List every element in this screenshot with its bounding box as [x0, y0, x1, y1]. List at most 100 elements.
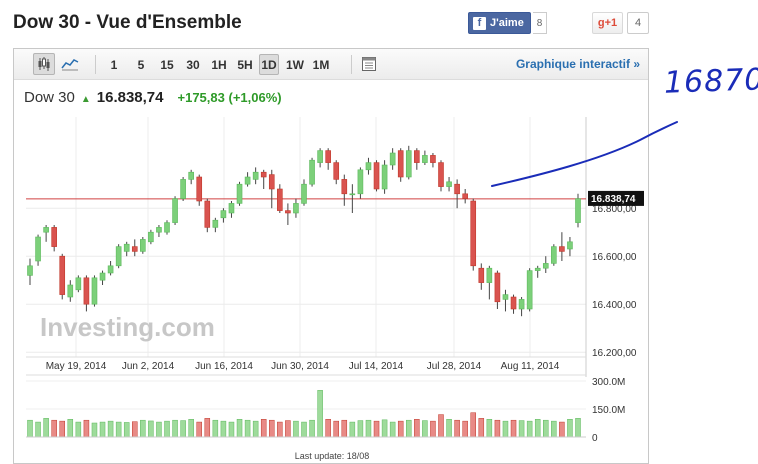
- candle-body: [397, 150, 404, 178]
- timeframe-5h-button[interactable]: 5H: [237, 57, 253, 72]
- candle-body: [301, 183, 307, 204]
- current-price-label: 16.838,74: [591, 194, 636, 205]
- y-tick-label: 16.600,00: [592, 252, 637, 263]
- candle-body: [534, 267, 541, 271]
- last-update-label: Last update: 18/08: [295, 451, 370, 461]
- volume-bar: [236, 419, 243, 438]
- volume-bar: [252, 420, 259, 438]
- google-plus-button[interactable]: g +1: [592, 12, 623, 34]
- candle-body: [317, 150, 323, 163]
- volume-bar: [148, 420, 154, 438]
- candle-body: [196, 176, 203, 202]
- candle-body: [83, 277, 90, 305]
- candle-body: [430, 155, 436, 163]
- timeframe-1-button[interactable]: 1: [110, 57, 118, 72]
- volume-bar: [486, 419, 493, 438]
- candle-body: [341, 179, 348, 195]
- candle-body: [59, 255, 66, 295]
- y-tick-label: 16.200,00: [592, 348, 637, 359]
- line-chart-icon[interactable]: [59, 53, 81, 75]
- volume-bar: [244, 419, 251, 438]
- x-tick-label: Jul 14, 2014: [349, 361, 404, 372]
- google-plus-count: 4: [627, 12, 649, 34]
- price-change: +175,83 (+1,06%): [178, 90, 282, 105]
- timeframe-1d-button[interactable]: 1D: [259, 54, 279, 75]
- quote-line: Dow 30 ▲ 16.838,74 +175,83 (+1,06%): [24, 89, 282, 106]
- candle-body: [51, 227, 57, 247]
- timeframe-15-button[interactable]: 15: [160, 57, 174, 72]
- change-value: +175,83: [177, 90, 225, 105]
- volume-bar: [212, 419, 219, 438]
- candle-body: [188, 171, 194, 180]
- candle-body: [293, 203, 299, 214]
- candle-body: [131, 246, 138, 252]
- candle-body: [365, 162, 372, 171]
- candle-body: [357, 169, 364, 195]
- volume-bar: [559, 421, 565, 438]
- volume-bar: [422, 420, 428, 438]
- candle-body: [349, 193, 356, 196]
- x-tick-label: Jun 30, 2014: [271, 361, 329, 372]
- volume-bar: [333, 420, 339, 438]
- candle-body: [478, 267, 485, 283]
- candle-body: [333, 162, 340, 180]
- candle-body: [107, 265, 114, 274]
- candlestick-icon[interactable]: [33, 53, 55, 75]
- candle-body: [75, 277, 82, 291]
- volume-bar: [293, 420, 299, 438]
- candle-body: [381, 164, 388, 190]
- volume-bar: [462, 420, 468, 438]
- handwritten-annotation: 16870: [663, 62, 758, 101]
- timeframe-5-button[interactable]: 5: [137, 57, 145, 72]
- facebook-like-label: J'aime: [490, 17, 524, 29]
- candle-body: [502, 294, 509, 300]
- candle-body: [454, 183, 460, 195]
- x-tick-label: Jun 2, 2014: [122, 361, 175, 372]
- candle-body: [462, 193, 468, 199]
- candle-body: [236, 183, 243, 204]
- timeframe-1h-button[interactable]: 1H: [211, 57, 227, 72]
- volume-bar: [35, 421, 41, 438]
- volume-bar: [285, 420, 291, 438]
- y-tick-label: 16.400,00: [592, 300, 637, 311]
- timeframe-1w-button[interactable]: 1W: [286, 57, 304, 72]
- volume-bar: [51, 419, 57, 438]
- candle-body: [67, 284, 74, 298]
- volume-bar: [59, 420, 65, 438]
- table-icon[interactable]: [358, 53, 380, 75]
- volume-bar: [397, 420, 404, 438]
- candle-body: [27, 265, 33, 276]
- candle-body: [244, 176, 251, 185]
- candle-body: [510, 296, 517, 310]
- candle-body: [228, 203, 235, 214]
- volume-bar: [115, 421, 122, 438]
- volume-bar: [534, 419, 541, 438]
- candle-body: [91, 277, 98, 305]
- volume-bar: [164, 420, 170, 438]
- timeframe-30-button[interactable]: 30: [186, 57, 200, 72]
- volume-bar: [430, 420, 436, 438]
- volume-bar: [228, 421, 235, 438]
- volume-bar: [180, 420, 186, 438]
- chart-panel: 1 5 15 30 1H 5H 1D 1W 1M Graphique interactif » …: [13, 48, 649, 464]
- interactive-chart-link[interactable]: Graphique interactif »: [515, 57, 640, 71]
- candle-body: [575, 198, 581, 223]
- candle-body: [220, 210, 227, 219]
- volume-bar: [567, 419, 573, 438]
- candlestick-chart[interactable]: 16.200,00 16.400,00 16.600,00 16.800,00 May …: [14, 49, 648, 463]
- chart-toolbar: 1 5 15 30 1H 5H 1D 1W 1M Graphique interactif »: [14, 49, 648, 80]
- volume-bar: [204, 418, 211, 438]
- volume-bar: [269, 419, 275, 438]
- last-price: 16.838,74: [96, 89, 164, 106]
- timeframe-1m-button[interactable]: 1M: [312, 57, 330, 72]
- facebook-like-button[interactable]: f J'aime: [468, 12, 531, 34]
- candle-body: [518, 299, 525, 310]
- candle-body: [494, 272, 501, 303]
- candle-body: [277, 188, 283, 211]
- volume-bar: [414, 419, 420, 438]
- toolbar-divider: [351, 55, 352, 74]
- x-tick-label: May 19, 2014: [46, 361, 107, 372]
- volume-bar: [260, 419, 267, 438]
- candle-body: [268, 174, 275, 190]
- candle-body: [446, 181, 452, 187]
